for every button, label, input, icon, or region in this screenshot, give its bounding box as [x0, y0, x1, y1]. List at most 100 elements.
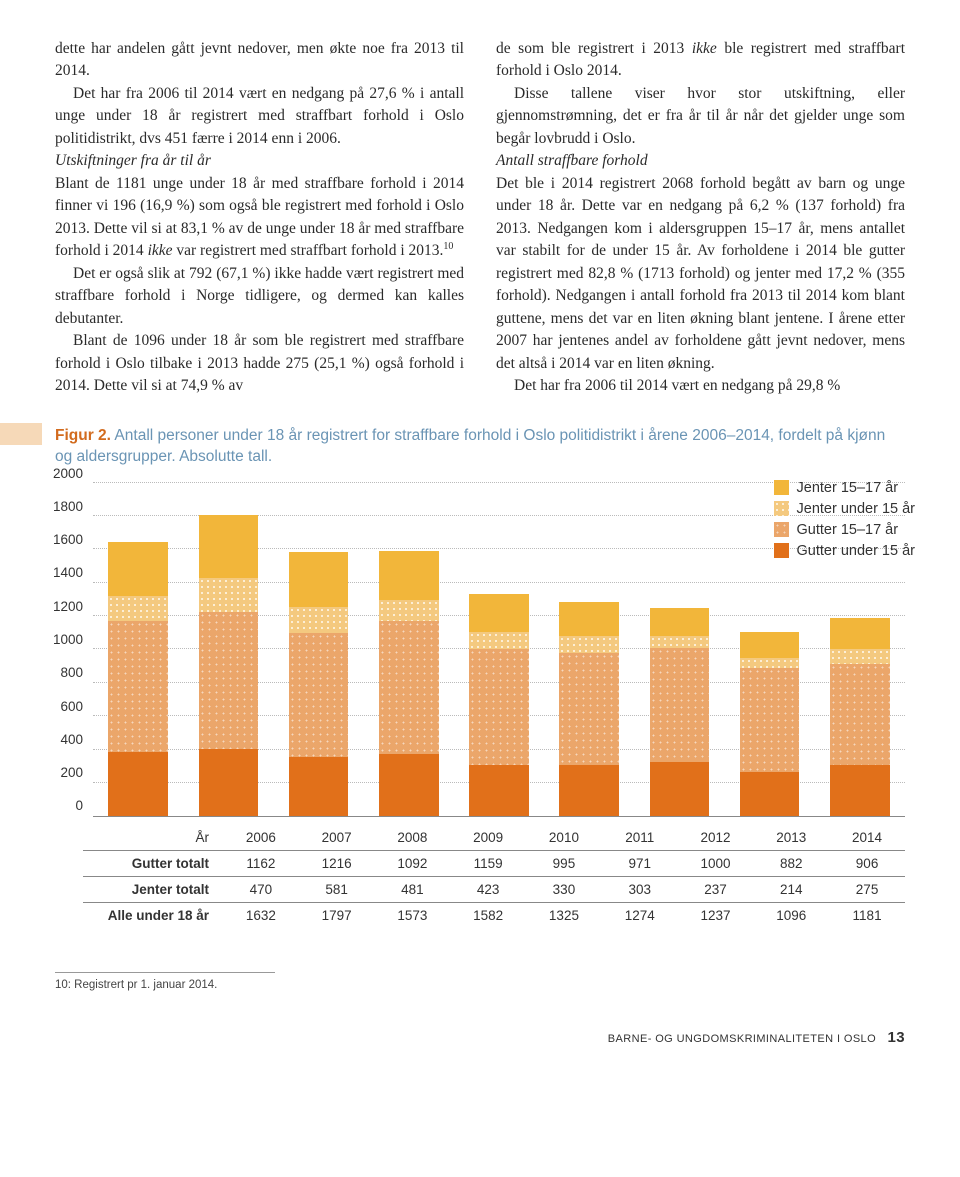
page-number: 13	[888, 1029, 906, 1046]
bar-stack	[740, 632, 800, 816]
figure-label: Figur 2.	[55, 427, 111, 444]
chart-data-table: År200620072008200920102011201220132014Gu…	[83, 825, 905, 928]
bar-column	[454, 594, 544, 816]
bar-column	[725, 632, 815, 816]
bar-segment-ju15	[740, 658, 800, 668]
bar-column	[364, 551, 454, 816]
bar-segment-ju15	[199, 578, 259, 612]
bar-stack	[379, 551, 439, 816]
bar-column	[183, 515, 273, 816]
table-cell: 470	[223, 876, 299, 902]
bar-segment-g1517	[289, 633, 349, 757]
table-cell: 2008	[375, 825, 451, 851]
bar-column	[634, 608, 724, 815]
y-axis: 0200400600800100012001400160018002000	[83, 482, 93, 817]
bar-column	[273, 552, 363, 815]
paragraph: Blant de 1096 under 18 år som ble regist…	[55, 330, 464, 397]
paragraph: de som ble registrert i 2013 ikke ble re…	[496, 38, 905, 83]
bar-segment-ju15	[830, 649, 890, 664]
bar-segment-ju15	[379, 600, 439, 622]
bar-segment-g1517	[108, 621, 168, 752]
chart-container: 0200400600800100012001400160018002000 Je…	[83, 482, 905, 928]
bar-segment-j1517	[379, 551, 439, 600]
bar-segment-gu15	[379, 754, 439, 816]
legend-label: Gutter 15–17 år	[797, 522, 899, 538]
bar-segment-ju15	[559, 636, 619, 653]
footer-title: BARNE- OG UNGDOMSKRIMINALITETEN I OSLO	[608, 1033, 876, 1045]
table-cell: 1582	[450, 902, 526, 928]
legend-swatch	[774, 522, 789, 537]
table-cell: 1096	[753, 902, 829, 928]
bar-segment-ju15	[469, 632, 529, 649]
legend-label: Jenter under 15 år	[797, 501, 916, 517]
legend-label: Gutter under 15 år	[797, 543, 916, 559]
bar-column	[93, 542, 183, 815]
page-footer: BARNE- OG UNGDOMSKRIMINALITETEN I OSLO 1…	[55, 1029, 905, 1046]
bar-column	[544, 602, 634, 815]
bar-segment-gu15	[289, 757, 349, 816]
paragraph: dette har andelen gått jevnt nedover, me…	[55, 38, 464, 83]
bar-segment-gu15	[740, 772, 800, 816]
table-cell: 1181	[829, 902, 905, 928]
bar-stack	[199, 515, 259, 816]
subheading: Utskiftninger fra år til år	[55, 150, 464, 172]
table-cell: 2011	[602, 825, 678, 851]
legend-item: Jenter under 15 år	[774, 501, 916, 517]
bar-segment-ju15	[650, 636, 710, 648]
column-right: de som ble registrert i 2013 ikke ble re…	[496, 38, 905, 398]
bar-segment-g1517	[830, 664, 890, 766]
table-cell: 2006	[223, 825, 299, 851]
bar-segment-j1517	[289, 552, 349, 607]
bar-segment-j1517	[830, 618, 890, 649]
bar-segment-g1517	[379, 621, 439, 753]
table-row-label: Gutter totalt	[83, 850, 223, 876]
bar-segment-gu15	[199, 749, 259, 816]
figure-caption-text: Antall personer under 18 år registrert f…	[55, 427, 885, 465]
table-cell: 423	[450, 876, 526, 902]
table-cell: 303	[602, 876, 678, 902]
table-row-label: Jenter totalt	[83, 876, 223, 902]
table-cell: 1573	[375, 902, 451, 928]
bar-stack	[108, 542, 168, 815]
bar-column	[815, 618, 905, 816]
footnote-ref: 10	[443, 241, 453, 252]
table-cell: 214	[753, 876, 829, 902]
table-cell: 1092	[375, 850, 451, 876]
bar-segment-gu15	[559, 765, 619, 815]
table-cell: 995	[526, 850, 602, 876]
italic-run: ikke	[148, 242, 173, 259]
bar-segment-gu15	[830, 765, 890, 815]
paragraph: Det ble i 2014 registrert 2068 forhold b…	[496, 173, 905, 375]
bar-stack	[559, 602, 619, 815]
text-run: var registrert med straffbart forhold i …	[173, 242, 444, 259]
bar-stack	[830, 618, 890, 816]
bar-segment-g1517	[559, 653, 619, 765]
figure-caption: Figur 2. Antall personer under 18 år reg…	[55, 426, 905, 468]
paragraph: Det har fra 2006 til 2014 vært en nedgan…	[55, 83, 464, 150]
table-cell: 330	[526, 876, 602, 902]
legend-swatch	[774, 480, 789, 495]
table-cell: 1325	[526, 902, 602, 928]
bar-segment-g1517	[740, 668, 800, 772]
bar-stack	[650, 608, 710, 815]
table-cell: 2012	[678, 825, 754, 851]
bar-segment-j1517	[469, 594, 529, 633]
table-cell: 2010	[526, 825, 602, 851]
bar-segment-g1517	[199, 612, 259, 749]
bar-segment-j1517	[559, 602, 619, 636]
table-row-label: År	[83, 825, 223, 851]
table-cell: 1237	[678, 902, 754, 928]
table-cell: 906	[829, 850, 905, 876]
legend-item: Jenter 15–17 år	[774, 480, 916, 496]
bar-segment-j1517	[108, 542, 168, 596]
bar-segment-j1517	[740, 632, 800, 658]
table-cell: 1274	[602, 902, 678, 928]
bar-segment-ju15	[289, 607, 349, 632]
italic-run: ikke	[692, 40, 717, 57]
table-cell: 1000	[678, 850, 754, 876]
bar-segment-g1517	[469, 649, 529, 765]
table-cell: 237	[678, 876, 754, 902]
legend-swatch	[774, 543, 789, 558]
table-cell: 2013	[753, 825, 829, 851]
table-cell: 882	[753, 850, 829, 876]
